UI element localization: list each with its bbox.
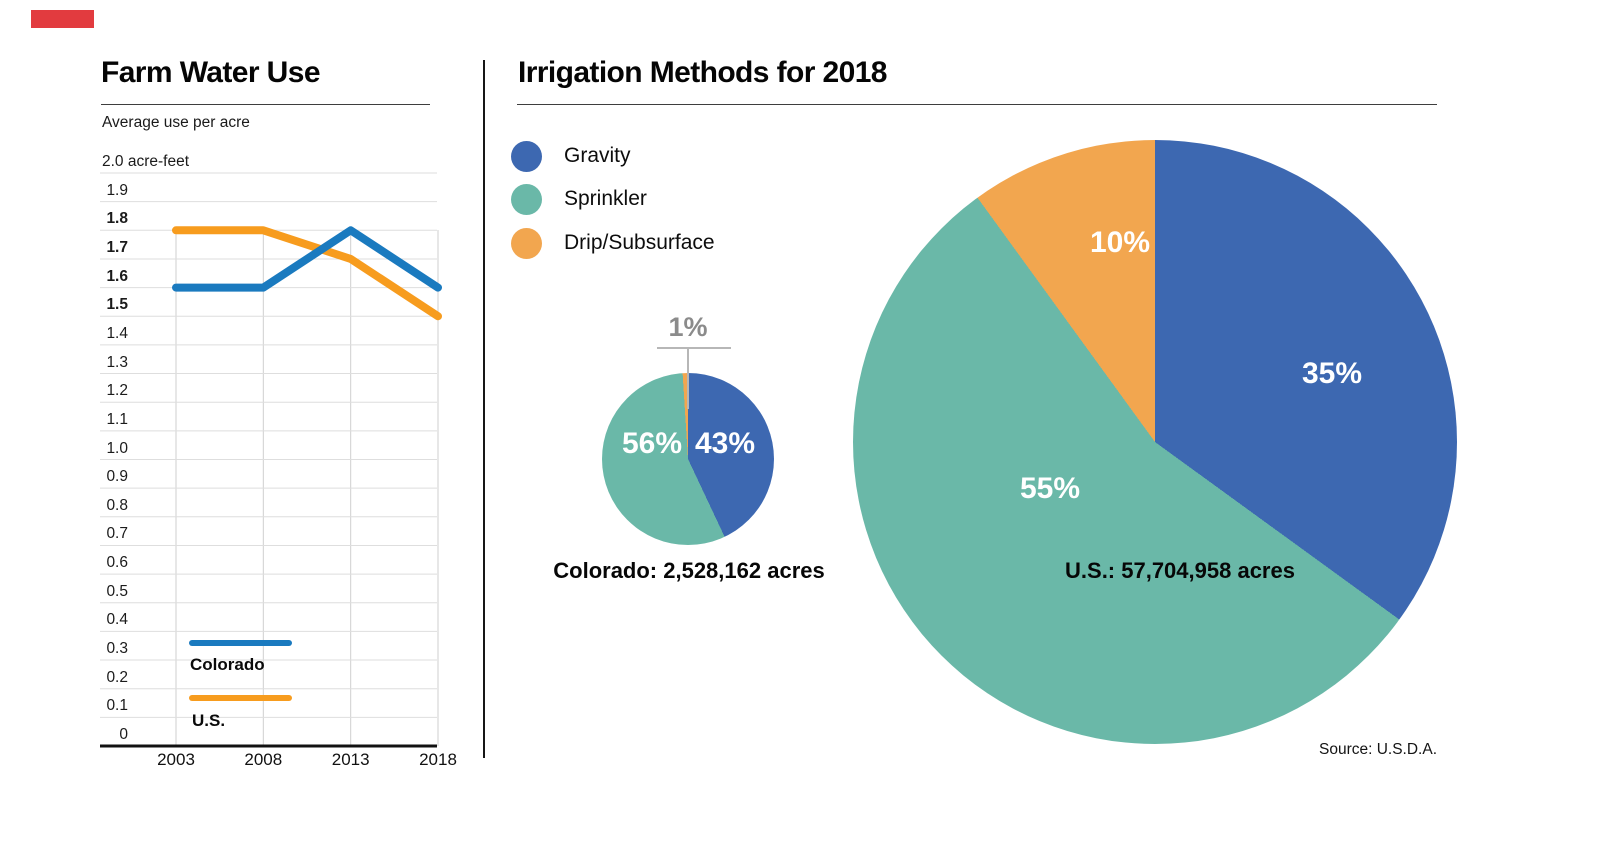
drip-legend-label: Drip/Subsurface <box>564 231 715 254</box>
left-panel-title: Farm Water Use <box>101 56 321 89</box>
us-pie <box>853 140 1457 744</box>
left-title-rule <box>101 104 430 105</box>
y-tick-label: 0.2 <box>106 668 128 686</box>
x-tick-label: 2008 <box>244 750 283 769</box>
callout-leader-line <box>687 348 689 409</box>
colorado-line-swatch <box>189 640 292 646</box>
us-legend-label: U.S. <box>192 711 226 730</box>
panel-divider <box>483 60 485 758</box>
x-tick-label: 2013 <box>331 750 370 769</box>
y-tick-label: 1.6 <box>106 267 128 285</box>
gravity-swatch-icon <box>511 140 542 172</box>
y-tick-label: 0.3 <box>106 640 128 658</box>
callout-leader-line <box>657 347 731 349</box>
right-panel-title: Irrigation Methods for 2018 <box>518 56 887 89</box>
legend-item-sprinkler: Sprinkler <box>511 183 647 215</box>
colorado-sprinkler-pct-label: 56% <box>621 427 683 460</box>
sprinkler-swatch-icon <box>511 183 542 215</box>
right-title-rule <box>517 104 1437 105</box>
y-tick-label: 1.5 <box>106 296 128 314</box>
y-tick-label: 0.1 <box>106 697 128 715</box>
gravity-legend-label: Gravity <box>564 144 631 167</box>
us-pie-caption: U.S.: 57,704,958 acres <box>1065 558 1295 583</box>
source-credit: Source: U.S.D.A. <box>1318 741 1437 758</box>
line-chart <box>100 172 442 748</box>
us-sprinkler-pct-label: 55% <box>1019 472 1081 505</box>
y-tick-label: 1.0 <box>106 439 128 457</box>
y-tick-label: 1.3 <box>106 353 128 371</box>
y-tick-label: 1.9 <box>106 181 128 199</box>
drip-swatch-icon <box>511 227 542 259</box>
legend-item-drip: Drip/Subsurface <box>511 227 715 259</box>
sprinkler-legend-label: Sprinkler <box>564 187 647 210</box>
y-tick-label: 0.6 <box>106 554 128 572</box>
y-tick-label: 0.9 <box>106 468 128 486</box>
y-tick-label: 1.7 <box>106 238 128 256</box>
x-tick-label: 2003 <box>157 750 195 769</box>
colorado-drip-callout-label: 1% <box>668 312 708 342</box>
us-line-swatch <box>189 695 292 701</box>
y-tick-label: 0.8 <box>106 496 128 514</box>
colorado-legend-label: Colorado <box>190 655 265 674</box>
y-tick-label: 0 <box>119 726 128 743</box>
y-tick-label: 2.0 acre-feet <box>102 153 190 170</box>
y-tick-label: 0.5 <box>106 582 128 600</box>
brand-mark <box>31 10 94 28</box>
y-tick-label: 1.8 <box>106 210 128 228</box>
legend-item-gravity: Gravity <box>511 140 631 172</box>
colorado-gravity-pct-label: 43% <box>694 427 756 460</box>
us-drip-pct-label: 10% <box>1089 226 1151 259</box>
us-gravity-pct-label: 35% <box>1301 357 1363 390</box>
y-tick-label: 1.4 <box>106 324 128 342</box>
y-tick-label: 1.1 <box>106 410 128 428</box>
left-panel-subtitle: Average use per acre <box>102 114 250 131</box>
y-tick-label: 0.7 <box>106 525 128 543</box>
y-tick-label: 1.2 <box>106 382 128 400</box>
y-tick-label: 0.4 <box>106 611 128 629</box>
colorado-pie-caption: Colorado: 2,528,162 acres <box>553 558 825 583</box>
x-tick-label: 2018 <box>419 750 457 769</box>
